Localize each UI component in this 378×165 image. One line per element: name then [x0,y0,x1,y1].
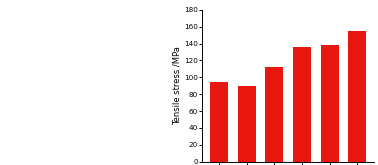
Bar [265,67,284,162]
Bar [293,47,311,162]
Bar [349,31,366,162]
Bar [238,86,256,162]
Bar [321,45,339,162]
Y-axis label: Tensile stress /MPa: Tensile stress /MPa [172,46,181,125]
Bar [210,82,228,162]
